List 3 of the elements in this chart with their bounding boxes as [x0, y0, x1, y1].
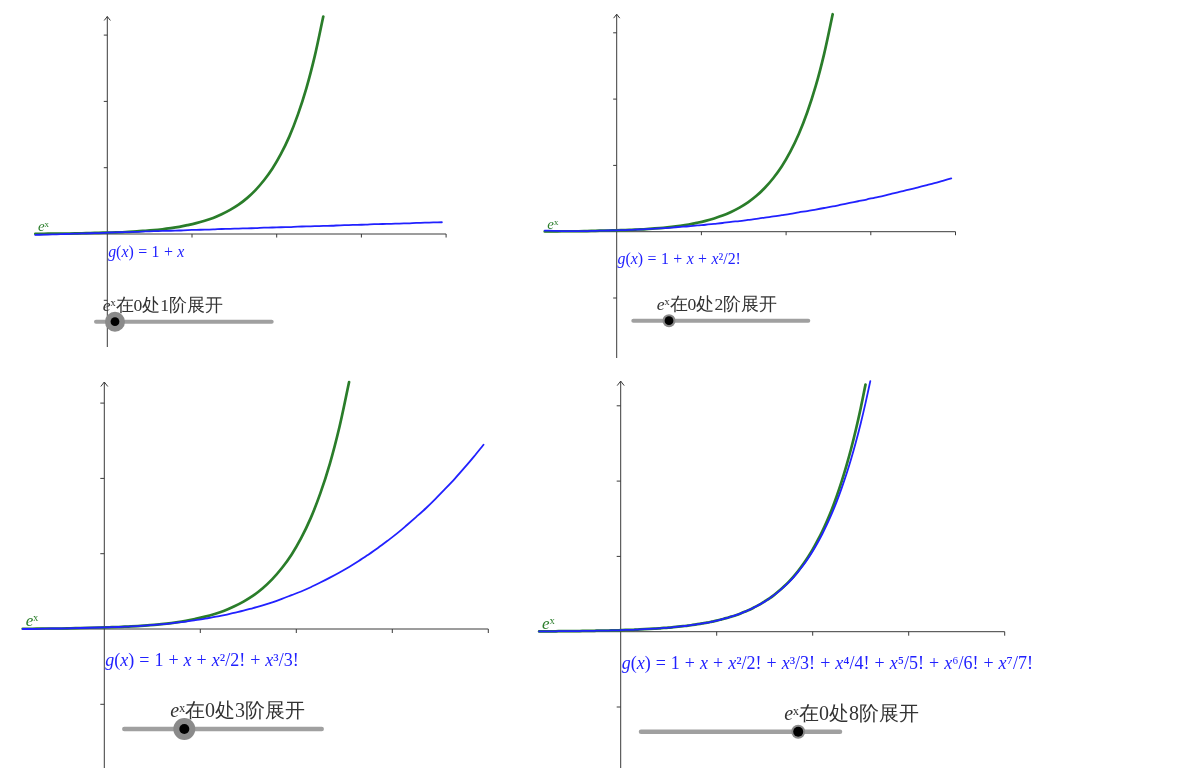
caption: eˣ在0处3阶展开 [170, 699, 305, 721]
caption: eˣ在0处2阶展开 [656, 294, 778, 315]
caption: eˣ在0处8阶展开 [784, 701, 919, 724]
